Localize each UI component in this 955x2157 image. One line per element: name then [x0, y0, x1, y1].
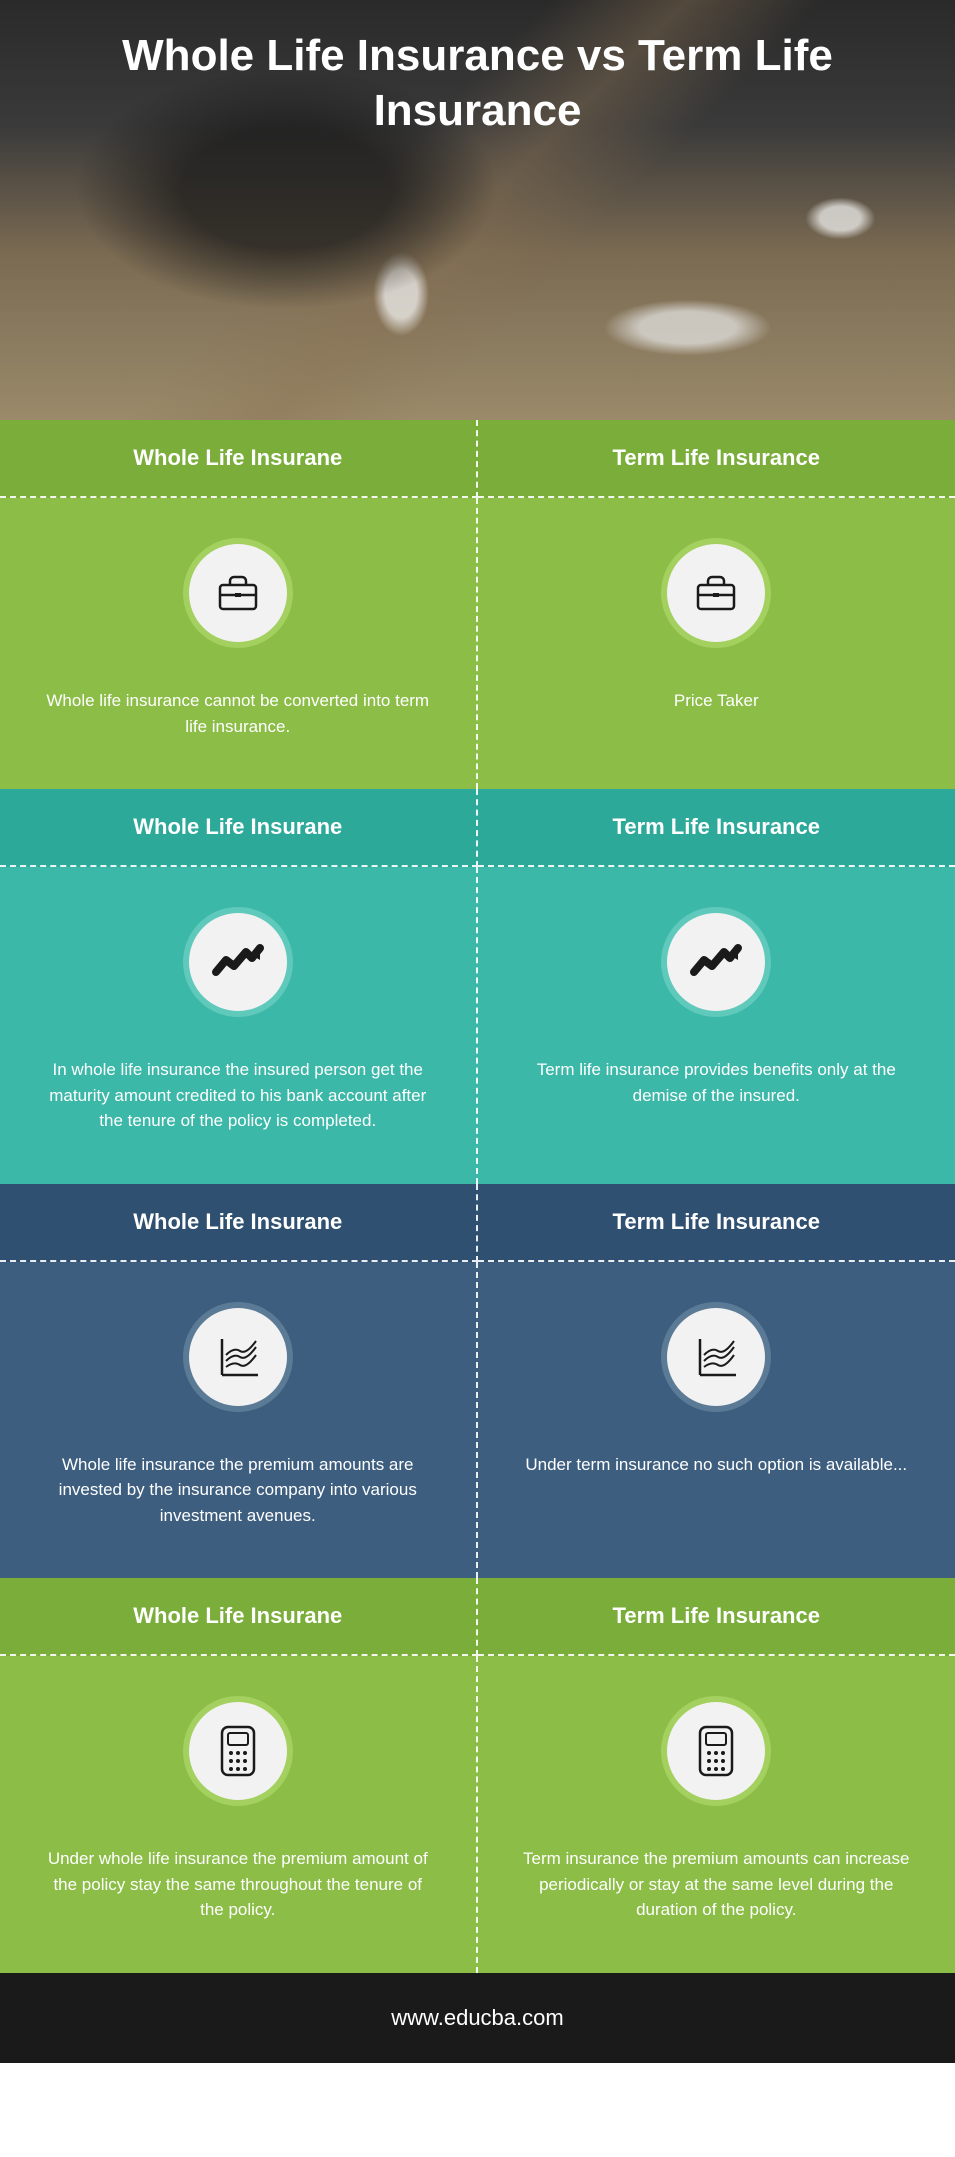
column-body-left: In whole life insurance the insured pers… — [0, 867, 478, 1184]
column-header-left: Whole Life Insurane — [0, 789, 478, 867]
column-header-left: Whole Life Insurane — [0, 1184, 478, 1262]
header-label: Whole Life Insurane — [133, 1209, 342, 1235]
column-body-right: Under term insurance no such option is a… — [478, 1262, 955, 1579]
footer-url: www.educba.com — [391, 2005, 563, 2031]
column-header-left: Whole Life Insurane — [0, 420, 478, 498]
header-label: Whole Life Insurane — [133, 1603, 342, 1629]
description-text: Whole life insurance the premium amounts… — [40, 1452, 436, 1529]
page-title: Whole Life Insurance vs Term Life Insura… — [0, 0, 955, 138]
description-text: Term insurance the premium amounts can i… — [518, 1846, 916, 1923]
section-icon — [661, 907, 771, 1017]
description-text: Term life insurance provides benefits on… — [518, 1057, 916, 1108]
comparison-section: Whole Life Insurane Whole life insurance… — [0, 1184, 955, 1579]
footer: www.educba.com — [0, 1973, 955, 2063]
column-header-right: Term Life Insurance — [478, 420, 955, 498]
header-label: Whole Life Insurane — [133, 814, 342, 840]
column-body-right: Term life insurance provides benefits on… — [478, 867, 955, 1184]
column-header-right: Term Life Insurance — [478, 1184, 955, 1262]
comparison-section: Whole Life Insurane Under whole life ins… — [0, 1578, 955, 1973]
section-icon — [661, 538, 771, 648]
header-label: Term Life Insurance — [613, 1209, 820, 1235]
section-icon — [183, 1302, 293, 1412]
column-body-left: Whole life insurance the premium amounts… — [0, 1262, 478, 1579]
column-body-left: Whole life insurance cannot be converted… — [0, 498, 478, 789]
column-header-left: Whole Life Insurane — [0, 1578, 478, 1656]
hero-banner: Whole Life Insurance vs Term Life Insura… — [0, 0, 955, 420]
description-text: Under whole life insurance the premium a… — [40, 1846, 436, 1923]
comparison-section: Whole Life Insurane In whole life insura… — [0, 789, 955, 1184]
description-text: Whole life insurance cannot be converted… — [40, 688, 436, 739]
column-body-right: Price Taker — [478, 498, 955, 789]
section-icon — [183, 538, 293, 648]
comparison-section: Whole Life Insurane Whole life insurance… — [0, 420, 955, 789]
header-label: Term Life Insurance — [613, 814, 820, 840]
section-icon — [183, 1696, 293, 1806]
column-body-left: Under whole life insurance the premium a… — [0, 1656, 478, 1973]
header-label: Term Life Insurance — [613, 445, 820, 471]
header-label: Whole Life Insurane — [133, 445, 342, 471]
section-icon — [183, 907, 293, 1017]
section-icon — [661, 1302, 771, 1412]
column-header-right: Term Life Insurance — [478, 1578, 955, 1656]
description-text: Price Taker — [674, 688, 759, 714]
header-label: Term Life Insurance — [613, 1603, 820, 1629]
column-body-right: Term insurance the premium amounts can i… — [478, 1656, 955, 1973]
description-text: In whole life insurance the insured pers… — [40, 1057, 436, 1134]
column-header-right: Term Life Insurance — [478, 789, 955, 867]
section-icon — [661, 1696, 771, 1806]
description-text: Under term insurance no such option is a… — [525, 1452, 907, 1478]
